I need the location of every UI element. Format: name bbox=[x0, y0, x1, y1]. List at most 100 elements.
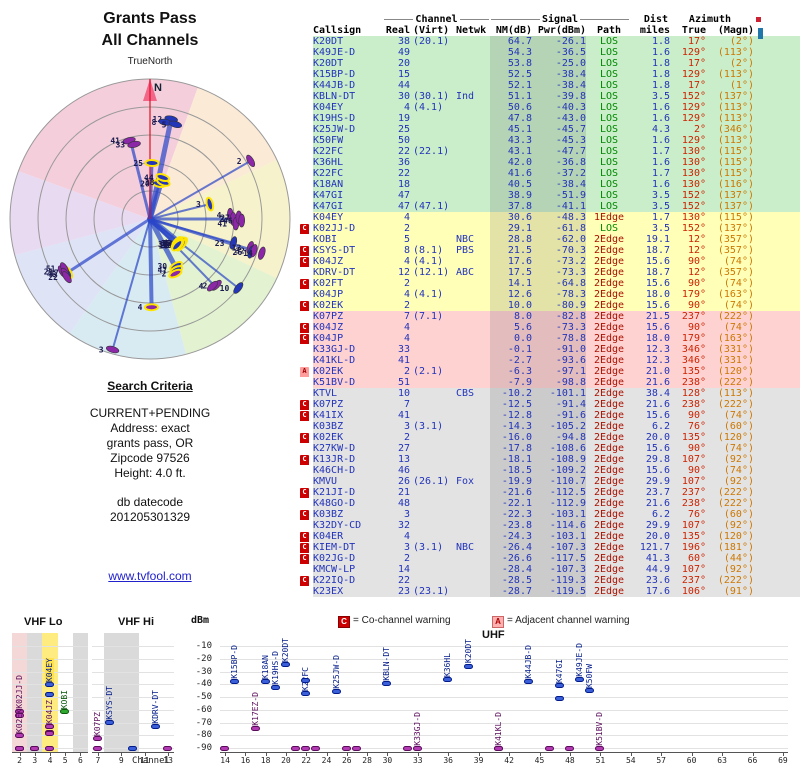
cell-network: CBS bbox=[456, 388, 475, 399]
cell-network bbox=[454, 135, 490, 146]
cell-miles: 12.3 bbox=[645, 344, 670, 355]
cell-callsign: K20DT bbox=[313, 58, 344, 69]
station-table: Channel Signal Dist Azimuth Callsign Rea… bbox=[300, 14, 800, 597]
adjacent-channel-legend-text: = Adjacent channel warning bbox=[507, 615, 630, 626]
station-label: KDRV-DT bbox=[151, 689, 161, 724]
channel-band bbox=[115, 633, 128, 752]
gridline bbox=[220, 735, 788, 737]
channel-tick bbox=[265, 752, 267, 756]
cell-path: LOS bbox=[599, 179, 619, 190]
signal-bar bbox=[402, 746, 412, 751]
cell-power-dbm: -97.1 bbox=[532, 366, 586, 377]
cell-virtual-channel bbox=[410, 69, 454, 80]
table-row: C KSYS-DT 8 (8.1) PBS 21.5 -70.3 2Edge 18.7 12° (3… bbox=[300, 245, 800, 256]
polar-marker-label: 14 bbox=[243, 249, 253, 258]
cell-azimuth-magnetic: (137°) bbox=[717, 190, 754, 201]
cell-network bbox=[454, 355, 490, 366]
cell-azimuth-true: 237° bbox=[681, 575, 706, 586]
cell-virtual-channel bbox=[410, 498, 454, 509]
adjacent-channel-warning-icon: A bbox=[300, 367, 309, 377]
cell-path: LOS bbox=[599, 69, 619, 80]
cell-azimuth-true: 237° bbox=[681, 311, 706, 322]
channel-band bbox=[12, 633, 28, 752]
cell-azimuth-magnetic: (92°) bbox=[723, 476, 754, 487]
tvfool-link[interactable]: www.tvfool.com bbox=[108, 569, 192, 583]
cell-network: NBC bbox=[456, 234, 475, 245]
cell-miles: 17.6 bbox=[645, 586, 670, 597]
cell-azimuth-true: 17° bbox=[687, 80, 706, 91]
table-row: A K02EK 2 (2.1) -6.3 -97.1 2Edge 21.0 135° (120°) bbox=[300, 366, 800, 377]
co-channel-warning-icon: C bbox=[300, 543, 309, 553]
azimuth-group-header: Azimuth bbox=[688, 14, 732, 25]
north-label: N bbox=[154, 82, 162, 94]
cell-network bbox=[454, 465, 490, 476]
cell-miles: 1.6 bbox=[651, 47, 670, 58]
cell-nm-db: 5.6 bbox=[490, 322, 532, 333]
channel-axis-label: Channel bbox=[132, 756, 170, 766]
table-row: K44JB-D 44 52.1 -38.4 LOS 1.8 17° (1°) bbox=[300, 80, 800, 91]
cell-callsign: K04JP bbox=[313, 333, 344, 344]
gridline bbox=[92, 722, 174, 724]
cell-network bbox=[454, 157, 490, 168]
table-row: C K22IQ-D 22 -28.5 -119.3 2Edge 23.6 237° (222°) bbox=[300, 575, 800, 586]
polar-sector bbox=[14, 219, 150, 334]
cell-real-channel: 22 bbox=[397, 146, 410, 157]
cell-path: 2Edge bbox=[593, 322, 625, 333]
channel-tick bbox=[448, 752, 450, 756]
table-row: K47GI 47 38.9 -51.9 LOS 3.5 152° (137°) bbox=[300, 190, 800, 201]
cell-azimuth-magnetic: (74°) bbox=[723, 322, 754, 333]
cell-network bbox=[454, 531, 490, 542]
cell-miles: 21.0 bbox=[645, 366, 670, 377]
cell-virtual-channel bbox=[410, 223, 454, 234]
table-row: K48GO-D 48 -22.1 -112.9 2Edge 21.6 238° (222°) bbox=[300, 498, 800, 509]
cell-path: 2Edge bbox=[593, 256, 625, 267]
cell-real-channel: 2 bbox=[403, 278, 410, 289]
polar-marker-label: 26 bbox=[233, 248, 243, 257]
channel-tick-label: 66 bbox=[747, 756, 758, 765]
cell-azimuth-magnetic: (2°) bbox=[729, 58, 754, 69]
cell-nm-db: -23.8 bbox=[490, 520, 532, 531]
cell-virtual-channel bbox=[410, 520, 454, 531]
cell-real-channel: 41 bbox=[397, 355, 410, 366]
station-label: K25JW-D bbox=[331, 654, 341, 689]
cell-callsign: K04JZ bbox=[313, 256, 344, 267]
co-channel-warning-icon: C bbox=[300, 411, 309, 421]
polar-beam bbox=[149, 218, 217, 288]
cell-virtual-channel bbox=[410, 564, 454, 575]
signal-bar bbox=[220, 746, 230, 751]
cell-power-dbm: -73.3 bbox=[532, 267, 586, 278]
cell-path: 2Edge bbox=[593, 531, 625, 542]
cell-real-channel: 50 bbox=[397, 135, 410, 146]
cell-virtual-channel: (22.1) bbox=[413, 146, 450, 157]
signal-bar bbox=[45, 691, 54, 697]
cell-callsign: K02JJ-D bbox=[313, 223, 356, 234]
polar-marker-label: 18 bbox=[159, 241, 169, 250]
cell-real-channel: 21 bbox=[397, 487, 410, 498]
table-row: K27KW-D 27 -17.8 -108.6 2Edge 15.6 90° (74°) bbox=[300, 443, 800, 454]
polar-sector bbox=[10, 171, 151, 256]
cell-power-dbm: -70.3 bbox=[532, 245, 586, 256]
cell-azimuth-true: 90° bbox=[687, 256, 706, 267]
polar-marker-label: 2 bbox=[162, 270, 167, 279]
cell-network bbox=[454, 421, 490, 432]
channel-tick bbox=[417, 752, 419, 756]
cell-real-channel: 18 bbox=[397, 179, 410, 190]
cell-real-channel: 2 bbox=[403, 223, 410, 234]
cell-power-dbm: -80.9 bbox=[532, 300, 586, 311]
cell-path: 1Edge bbox=[593, 212, 625, 223]
cell-power-dbm: -47.7 bbox=[532, 146, 586, 157]
channel-tick bbox=[65, 752, 67, 756]
polar-marker-label: 4 bbox=[138, 303, 143, 312]
cell-callsign: KMCW-LP bbox=[313, 564, 356, 575]
polar-marker-label: 41 bbox=[217, 220, 227, 229]
cell-network bbox=[454, 300, 490, 311]
co-channel-warning-icon: C bbox=[300, 532, 309, 542]
cell-azimuth-magnetic: (181°) bbox=[717, 542, 754, 553]
table-column-header: Callsign Real (Virt) Netwk NM(dB) Pwr(dB… bbox=[300, 25, 800, 39]
signal-bar bbox=[595, 746, 605, 751]
criteria-line: Address: exact bbox=[110, 421, 190, 435]
cell-nm-db: -0.1 bbox=[490, 344, 532, 355]
cell-nm-db: 37.8 bbox=[490, 201, 532, 212]
cell-virtual-channel bbox=[410, 135, 454, 146]
